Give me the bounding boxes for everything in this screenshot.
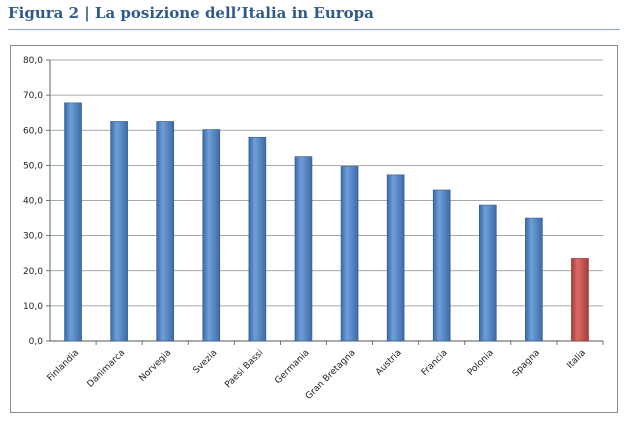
x-tick-label-finlandia: Finlandia — [46, 348, 81, 383]
bar-austria — [386, 174, 405, 342]
x-tick-label-paesi-bassi: Paesi Bassi — [223, 348, 265, 390]
bar-germania — [294, 156, 313, 342]
figure-title: Figura 2 | La posizione dell’Italia in E… — [8, 4, 374, 22]
y-tick-label: 70,0 — [23, 91, 43, 101]
y-tick-label: 10,0 — [23, 302, 43, 312]
y-tick-label: 40,0 — [23, 197, 43, 207]
title-divider — [8, 29, 620, 30]
x-tick-label-gran-bretagna: Gran Bretagna — [304, 348, 358, 402]
y-tick-label: 20,0 — [23, 267, 43, 277]
bar-danimarca — [110, 121, 128, 342]
y-tick-label: 60,0 — [23, 126, 43, 136]
bar-polonia — [478, 204, 497, 342]
x-tick-label-germania: Germania — [273, 348, 311, 386]
bar-spagna — [525, 217, 543, 342]
x-tick-label-spagna: Spagna — [511, 348, 542, 379]
bar-francia — [432, 189, 451, 342]
bar-italia — [571, 258, 589, 342]
y-tick-label: 0,0 — [29, 337, 44, 347]
x-tick-label-francia: Francia — [420, 348, 450, 378]
x-tick-label-polonia: Polonia — [466, 348, 496, 378]
x-tick-label-austria: Austria — [374, 348, 404, 378]
bar-paesi-bassi — [248, 136, 267, 342]
y-tick-label: 30,0 — [23, 232, 43, 242]
x-tick-label-norvegia: Norvegia — [138, 348, 174, 384]
x-tick-label-svezia: Svezia — [192, 348, 220, 376]
y-tick-label: 50,0 — [23, 161, 43, 171]
x-tick-label-danimarca: Danimarca — [86, 348, 128, 390]
bar-norvegia — [156, 121, 175, 342]
bar-gran-bretagna — [340, 166, 359, 342]
y-tick-label: 80,0 — [23, 56, 43, 66]
bar-finlandia — [64, 102, 82, 342]
bar-svezia — [202, 129, 221, 342]
x-tick-label-italia: Italia — [565, 348, 588, 371]
